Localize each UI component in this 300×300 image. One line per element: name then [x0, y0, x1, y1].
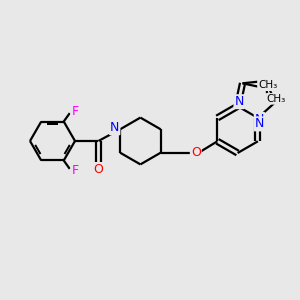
Text: CH₃: CH₃ [258, 80, 277, 90]
Text: F: F [71, 164, 78, 177]
Text: N: N [255, 113, 264, 126]
Text: N: N [110, 121, 119, 134]
Text: O: O [94, 163, 103, 176]
Text: O: O [191, 146, 201, 159]
Text: N: N [255, 117, 264, 130]
Text: N: N [234, 95, 244, 108]
Text: CH₃: CH₃ [267, 94, 286, 104]
Text: F: F [71, 105, 78, 119]
